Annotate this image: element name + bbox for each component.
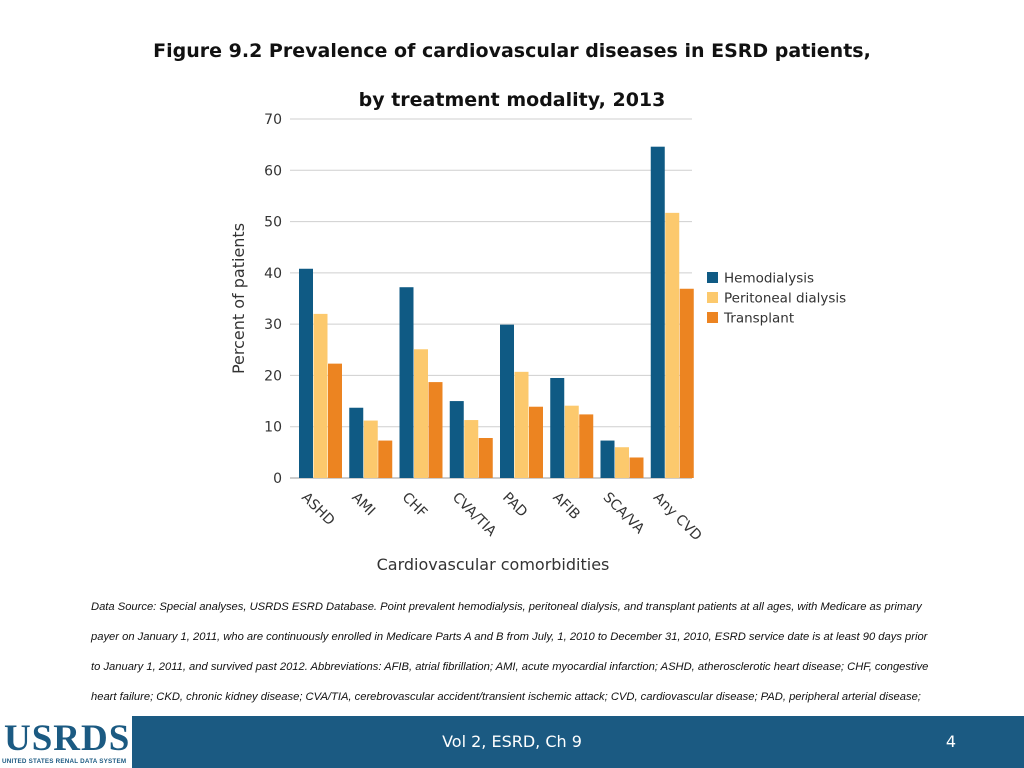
page-number: 4 [945,732,956,751]
y-tick-label: 20 [264,368,282,384]
bar-peritoneal-dialysis [564,405,579,478]
legend-label: Peritoneal dialysis [724,291,846,307]
x-tick-label: AFIB [549,490,582,523]
bar-transplant [328,363,342,478]
bar-peritoneal-dialysis [514,371,529,478]
y-tick-label: 60 [264,163,282,179]
bar-transplant [629,457,644,478]
legend-label: Hemodialysis [724,271,814,287]
y-tick-label: 0 [273,471,282,487]
bar-chart: 0 10 20 30 40 50 60 70 Percent of patients ASHD AM… [229,112,846,574]
bar-transplant [378,440,393,478]
bar-peritoneal-dialysis [414,349,428,478]
y-tick-label: 50 [264,215,282,231]
bar-transplant [529,406,543,478]
bar-transplant [428,382,443,478]
bar-peritoneal-dialysis [615,447,629,478]
bar-peritoneal-dialysis [313,313,328,478]
y-tick-label: 10 [264,420,282,436]
bar-peritoneal-dialysis [464,420,479,478]
legend-swatch [707,272,718,283]
bar-hemodialysis [349,407,364,478]
chart-title-line-2: by treatment modality, 2013 [358,89,666,111]
legend-swatch [707,292,718,303]
x-tick-label: SCA/VA [600,490,648,538]
x-axis-label: Cardiovascular comorbidities [377,555,610,574]
usrds-logo: USRDS UNITED STATES RENAL DATA SYSTEM [0,716,132,768]
legend-label: Transplant [723,311,794,327]
y-tick-label: 30 [264,317,282,333]
bar-transplant [478,437,493,478]
logo-wordmark: USRDS [4,718,131,759]
y-tick-label: 70 [264,112,282,128]
footer-bar: USRDS UNITED STATES RENAL DATA SYSTEM Vo… [0,716,1024,768]
bar-peritoneal-dialysis [363,420,378,478]
bar-hemodialysis [500,324,514,478]
bar-hemodialysis [550,377,565,478]
x-tick-label: Any CVD [650,490,705,545]
x-tick-label: AMI [348,490,378,520]
legend-swatch [707,312,718,323]
y-axis-label: Percent of patients [229,223,248,374]
chart-title-line-1: Figure 9.2 Prevalence of cardiovascular … [153,40,871,62]
x-tick-label: CVA/TIA [449,490,500,541]
x-tick-label: PAD [499,490,530,521]
bar-peritoneal-dialysis [665,212,680,479]
bar-hemodialysis [399,287,414,478]
bar-transplant [579,414,594,478]
x-tick-label: CHF [399,490,430,521]
bar-hemodialysis [650,146,665,479]
logo-subtext: UNITED STATES RENAL DATA SYSTEM [2,758,127,765]
bar-transplant [679,288,694,478]
bar-hemodialysis [299,268,313,478]
y-tick-label: 40 [264,266,282,282]
x-tick-label: ASHD [298,490,337,529]
footer-volume-label: Vol 2, ESRD, Ch 9 [442,732,582,751]
bar-hemodialysis [600,440,615,478]
bar-hemodialysis [449,401,464,478]
